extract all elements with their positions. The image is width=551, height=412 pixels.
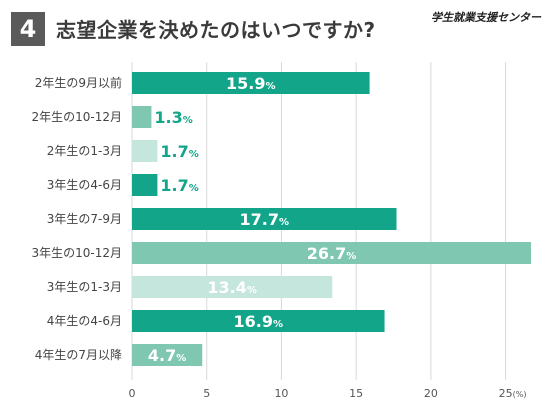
bar bbox=[132, 106, 152, 128]
bar bbox=[132, 174, 158, 196]
bar bbox=[132, 344, 203, 366]
value-label: 4.7% bbox=[148, 346, 186, 365]
x-tick-label: 0 bbox=[129, 387, 136, 400]
header: 4 志望企業を決めたのはいつですか? 学生就業支援センター bbox=[0, 0, 551, 50]
category-label: 2年生の10-12月 bbox=[31, 110, 122, 124]
category-label: 4年生の7月以降 bbox=[35, 348, 122, 362]
bar bbox=[132, 208, 397, 230]
question-number-badge: 4 bbox=[11, 12, 45, 46]
value-label: 17.7% bbox=[239, 210, 289, 229]
category-label: 3年生の1-3月 bbox=[47, 280, 122, 294]
category-label: 2年生の1-3月 bbox=[47, 144, 122, 158]
bar bbox=[132, 242, 531, 264]
x-tick-label: 25 bbox=[499, 387, 513, 400]
bar bbox=[132, 140, 158, 162]
x-tick-label: 10 bbox=[274, 387, 288, 400]
x-tick-label: 15 bbox=[349, 387, 363, 400]
x-tick-label: 5 bbox=[203, 387, 210, 400]
value-label: 1.7% bbox=[160, 176, 198, 195]
category-label: 3年生の4-6月 bbox=[47, 178, 122, 192]
bar bbox=[132, 310, 385, 332]
value-label: 13.4% bbox=[207, 278, 257, 297]
value-label: 16.9% bbox=[234, 312, 284, 331]
bar bbox=[132, 276, 333, 298]
x-tick-label: 20 bbox=[424, 387, 438, 400]
brand-logo: 学生就業支援センター bbox=[431, 11, 541, 24]
page-title: 志望企業を決めたのはいつですか? bbox=[56, 18, 376, 42]
category-label: 3年生の10-12月 bbox=[31, 246, 122, 260]
category-label: 2年生の9月以前 bbox=[35, 75, 122, 90]
bar bbox=[132, 72, 370, 94]
value-label: 1.3% bbox=[154, 108, 192, 127]
value-label: 26.7% bbox=[307, 244, 357, 263]
value-label: 15.9% bbox=[226, 74, 276, 93]
category-label: 3年生の7-9月 bbox=[47, 212, 122, 226]
value-label: 1.7% bbox=[160, 142, 198, 161]
x-axis-unit: (%) bbox=[513, 390, 527, 399]
category-label: 4年生の4-6月 bbox=[47, 314, 122, 328]
